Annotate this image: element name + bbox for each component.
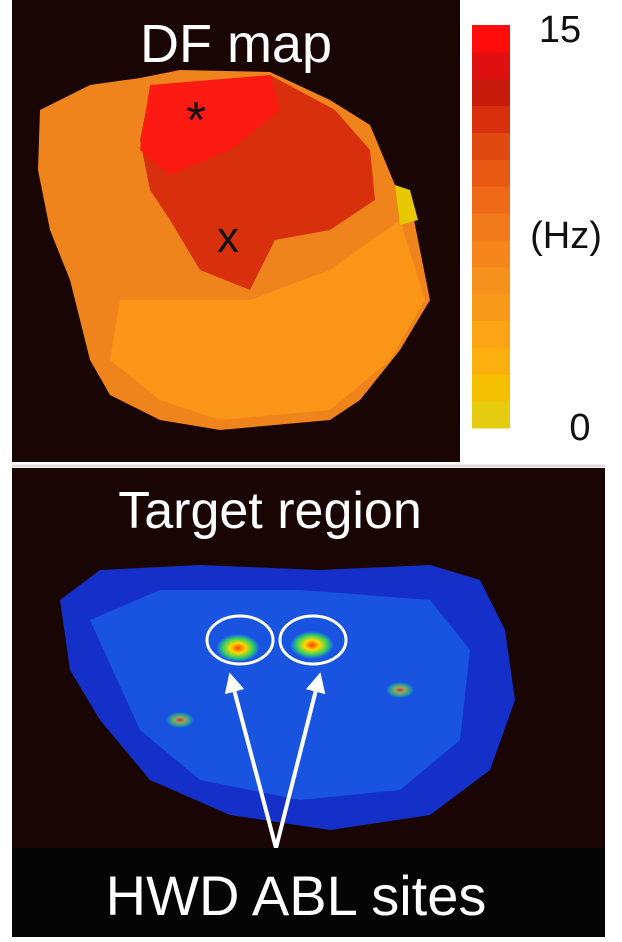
colorbar-band	[472, 159, 510, 187]
site-circle	[205, 614, 275, 666]
colorbar-band	[472, 401, 510, 429]
target-region-panel: Target region HWD ABL sites	[12, 464, 605, 937]
panel-title: DF map	[140, 14, 332, 74]
hotspot	[386, 682, 414, 698]
hotspot	[216, 634, 260, 662]
arrow	[274, 672, 326, 849]
colorbar-band	[472, 78, 510, 107]
colorbar-band	[472, 374, 510, 402]
df-map-panel: * x DF map	[12, 0, 460, 462]
panel-title: Target region	[118, 482, 422, 540]
colorbar-band	[472, 25, 510, 53]
colorbar-unit: (Hz)	[530, 215, 602, 257]
colorbar-band	[472, 239, 510, 268]
caption-band	[12, 848, 605, 937]
colorbar-band	[472, 266, 510, 295]
df-region	[110, 220, 425, 420]
colorbar-band	[472, 186, 510, 214]
df-region	[140, 75, 280, 175]
hotspot	[166, 712, 194, 728]
df-region	[395, 185, 418, 225]
colorbar: 15 (Hz) 0	[472, 9, 602, 449]
colorbar-max-label: 15	[539, 9, 581, 51]
marker-label: x	[217, 213, 239, 262]
caption: HWD ABL sites	[106, 864, 487, 927]
activation-map	[90, 590, 470, 800]
marker-label: *	[186, 92, 206, 150]
colorbar-band	[472, 51, 510, 80]
colorbar-band	[472, 293, 510, 322]
arrow	[224, 672, 278, 849]
colorbar-min-label: 0	[569, 407, 590, 449]
colorbar-band	[472, 213, 510, 241]
colorbar-band	[472, 347, 510, 375]
site-circle	[278, 614, 348, 666]
hotspot	[290, 631, 334, 659]
colorbar-band	[472, 132, 510, 160]
colorbar-band	[472, 320, 510, 348]
colorbar-band	[472, 105, 510, 133]
